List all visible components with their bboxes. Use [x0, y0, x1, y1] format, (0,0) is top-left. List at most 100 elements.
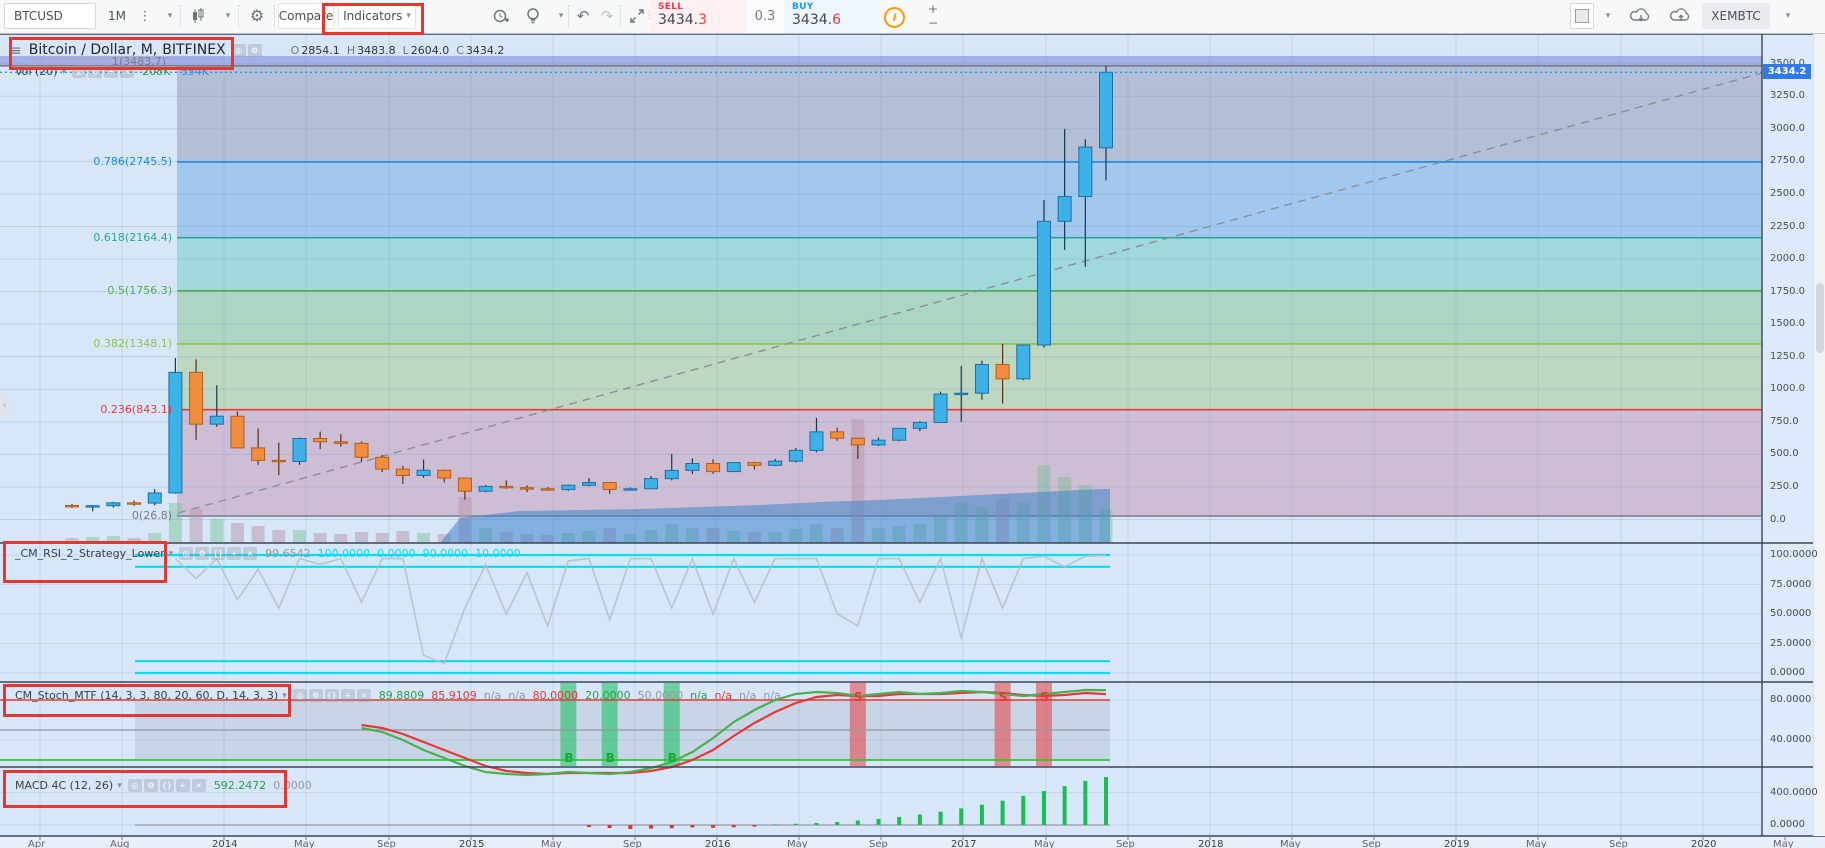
chart-legend[interactable]: ≡ Bitcoin / Dollar, M, BITFINEX ◎ ⚙ O 2854…	[10, 42, 504, 59]
info-icon[interactable]: i	[884, 7, 905, 28]
macd-header[interactable]: MACD 4C (12, 26) ▾ ◎ ⚙{} + × 592.2472 0.0000	[15, 779, 319, 792]
fib-level-label: 0.5(1756.3)	[107, 283, 172, 297]
macd-tick-label: 0.0000	[1770, 819, 1805, 830]
chart-area[interactable]: ≡ Bitcoin / Dollar, M, BITFINEX ◎ ⚙ O 2854…	[0, 3, 1825, 848]
interval-button[interactable]: 1M	[100, 3, 134, 29]
vertical-scrollbar[interactable]	[1813, 33, 1825, 836]
candle	[416, 469, 431, 476]
volume-bar	[251, 526, 265, 543]
chart-style-caret-icon[interactable]: ▾	[225, 11, 231, 21]
price-tick-label: 1500.0	[1770, 318, 1805, 330]
fullscreen-button[interactable]	[624, 3, 650, 29]
time-axis-label: Sep	[1362, 839, 1381, 848]
candle	[644, 478, 659, 490]
drawing-toolbar-handle[interactable]: ‹	[0, 393, 9, 419]
fib-band	[177, 237, 1762, 291]
price-tick-label: 3500.0	[1770, 57, 1805, 69]
macd-tick-label: 400.0000	[1770, 786, 1818, 798]
zoom-in-button[interactable]: +	[927, 2, 939, 16]
rsi-tick-label: 75.0000	[1770, 578, 1812, 590]
macd-histogram-bar	[628, 825, 633, 830]
layout-caret-icon[interactable]: ▾	[1605, 11, 1611, 21]
stoch-label-highlight	[3, 684, 291, 717]
candle	[1057, 196, 1072, 222]
price-tick-label: 250.0	[1770, 480, 1799, 492]
ideas-button[interactable]	[520, 3, 546, 29]
layout-select-button[interactable]	[1570, 3, 1594, 29]
load-chart-button[interactable]	[1624, 3, 1658, 29]
saved-layout-name[interactable]: XEMBTC	[1702, 3, 1770, 29]
fib-level-label: 0.382(1348.1)	[93, 336, 172, 350]
chart-properties-gear-icon[interactable]: ⚙	[249, 6, 265, 25]
candle	[561, 484, 576, 491]
candle	[251, 447, 266, 461]
ohlc-value: 2854.1	[301, 44, 340, 57]
price-tick-label: 2500.0	[1770, 187, 1805, 199]
time-axis-label: May	[1034, 839, 1055, 848]
stoch-buttons[interactable]: ◎ ⚙{} + ×	[292, 689, 373, 702]
price-tick-label: 3250.0	[1770, 90, 1805, 102]
volume-bar	[210, 519, 224, 543]
price-tick-label: 500.0	[1770, 448, 1799, 460]
candle	[933, 393, 948, 423]
candle	[375, 456, 390, 470]
stoch-signal-letter: B	[605, 751, 615, 765]
undo-button[interactable]: ↶	[576, 6, 590, 25]
time-axis-label: 2014	[212, 839, 238, 848]
time-axis-label: Sep	[869, 839, 888, 848]
macd-buttons[interactable]: ◎ ⚙{} + ×	[127, 779, 208, 792]
symbol-search-input[interactable]: BTCUSD	[4, 3, 96, 29]
alert-add-button[interactable]	[486, 3, 516, 29]
candle	[499, 485, 514, 489]
price-tick-label: 1750.0	[1770, 285, 1805, 297]
zoom-out-button[interactable]: −	[927, 16, 939, 30]
scrollbar-thumb[interactable]	[1816, 283, 1824, 353]
sell-label: SELL	[658, 2, 684, 12]
candle	[1078, 146, 1093, 198]
macd-value: 592.2472	[213, 779, 267, 792]
ideas-caret-icon[interactable]: ▾	[558, 11, 564, 21]
legend-buttons[interactable]: ◎ ⚙	[231, 44, 264, 57]
ohlc-letter: O	[290, 44, 300, 57]
macd-caret-icon: ▾	[117, 780, 122, 791]
exchange-link[interactable]: BITFINEX	[162, 42, 226, 59]
candle	[602, 482, 617, 491]
interval-dropdown-caret-icon[interactable]: ▾	[167, 11, 173, 21]
legend-menu-icon[interactable]: ≡	[10, 42, 22, 59]
macd-histogram-bar	[711, 825, 716, 828]
volume-bar	[230, 523, 244, 543]
macd-histogram-bar	[814, 822, 819, 825]
rsi-line	[174, 554, 1107, 665]
chart-style-button[interactable]	[184, 3, 212, 29]
time-axis-label: Aug	[110, 839, 130, 848]
blue-area-series	[440, 489, 1110, 543]
volume-bar	[127, 538, 141, 543]
time-axis-label: 2019	[1444, 839, 1470, 848]
lightbulb-icon	[527, 8, 539, 24]
sell-buy-panel: SELL 3434.3 0.3 BUY 3434.6	[650, 0, 880, 33]
cloud-download-icon	[1629, 8, 1650, 22]
candle	[954, 392, 969, 396]
rsi-title: _CM_RSI_2_Strategy_Lower	[15, 547, 165, 560]
indicators-button[interactable]: Indicators ▾	[338, 3, 416, 29]
saved-layout-caret-icon[interactable]: ▾	[1785, 11, 1791, 21]
interval-menu-dots-icon[interactable]: ⋮	[138, 8, 152, 24]
rsi-header[interactable]: _CM_RSI_2_Strategy_Lower ▾ ◎ ⚙{} + × 99.654…	[15, 547, 528, 560]
time-axis-label: May	[787, 839, 808, 848]
candle	[664, 469, 679, 480]
rsi-buttons[interactable]: ◎ ⚙{} + ×	[179, 547, 259, 560]
buy-button[interactable]: BUY 3434.6	[784, 0, 880, 33]
stoch-header[interactable]: CM_Stoch_MTF (14, 3, 3, 80, 20, 60, D, 1…	[15, 689, 788, 702]
sell-button[interactable]: SELL 3434.3	[650, 0, 746, 33]
candle	[871, 439, 886, 446]
stoch-signal-letter: B	[564, 751, 574, 765]
volume-bar	[168, 503, 182, 543]
redo-button[interactable]: ↷	[600, 6, 614, 25]
top-toolbar: BTCUSD 1M ⋮ ▾ ▾ ⚙ Compare Indicators ▾	[0, 0, 1825, 34]
volume-bar	[272, 530, 286, 543]
stoch-signal-letter: B	[667, 751, 677, 765]
macd-histogram-bar	[917, 814, 922, 825]
layout-name-text: XEMBTC	[1711, 9, 1761, 23]
save-chart-button[interactable]	[1664, 3, 1698, 29]
macd-histogram-bar	[587, 825, 591, 828]
